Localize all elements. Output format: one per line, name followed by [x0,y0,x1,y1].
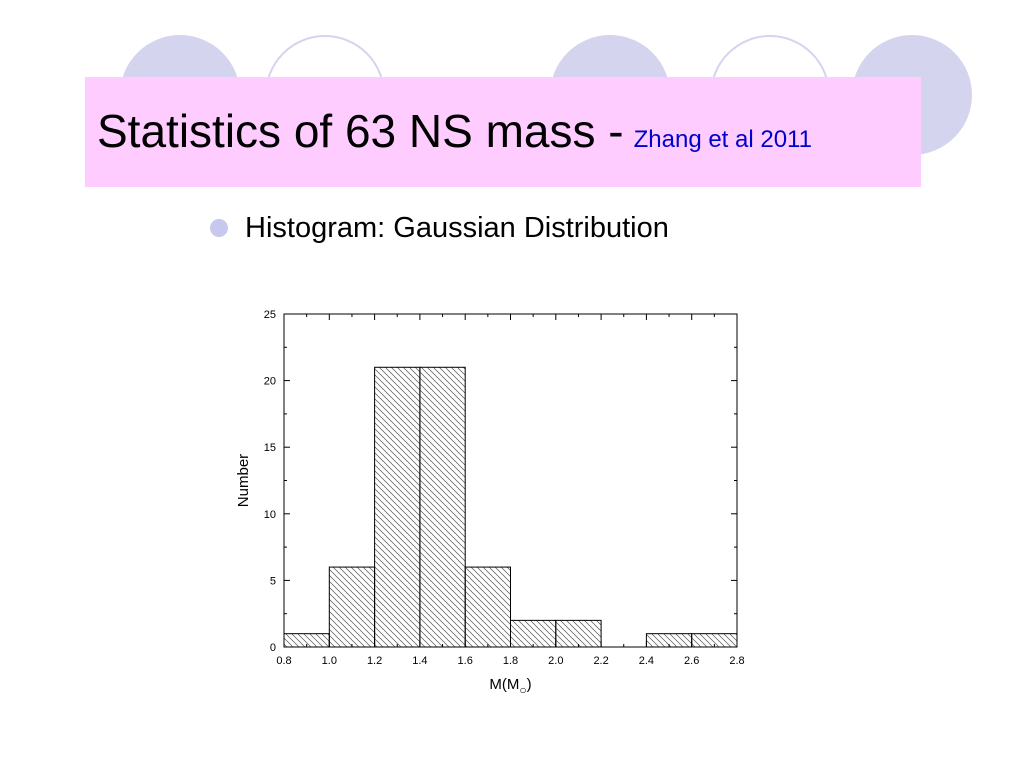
bullet-dot-icon [210,219,228,237]
x-tick-label: 2.0 [548,655,563,667]
y-tick-label: 0 [270,642,276,654]
x-tick-label: 2.8 [729,655,744,667]
histogram-bar [464,566,512,648]
x-tick-label: 1.4 [412,655,427,667]
x-axis-label-close: ) [527,676,532,693]
histogram-bar [555,619,602,648]
bullet-item: Histogram: Gaussian Distribution [210,208,669,248]
x-tick-label: 1.6 [458,655,473,667]
histogram-bar [374,366,421,648]
y-tick-label: 5 [270,575,276,587]
x-tick-label: 1.8 [503,655,518,667]
y-tick-label: 20 [264,376,276,388]
y-tick-label: 15 [264,442,276,454]
x-axis-label: M(M○) [489,676,531,697]
y-axis-label: Number [235,454,252,507]
x-axis-label-subscript: ○ [519,683,526,697]
x-tick-label: 1.0 [322,655,337,667]
slide-title: Statistics of 63 NS mass - Zhang et al 20… [97,108,812,154]
x-tick-label: 2.6 [684,655,699,667]
x-tick-label: 1.2 [367,655,382,667]
y-tick-label: 10 [264,509,276,521]
title-banner: Statistics of 63 NS mass - Zhang et al 20… [85,77,921,187]
x-axis-label-main: M(M [489,676,519,693]
histogram-bar [328,566,376,648]
title-citation: Zhang et al 2011 [633,126,812,153]
bullet-text: Histogram: Gaussian Distribution [245,211,669,244]
x-tick-label: 2.4 [639,655,654,667]
slide-title-text: Statistics of 63 NS mass - [97,105,624,157]
plot-frame [283,313,738,648]
y-tick-label: 25 [264,309,276,321]
x-tick-label: 2.2 [593,655,608,667]
histogram-bar [510,619,557,648]
x-tick-label: 0.8 [276,655,291,667]
histogram-bar [419,366,466,648]
